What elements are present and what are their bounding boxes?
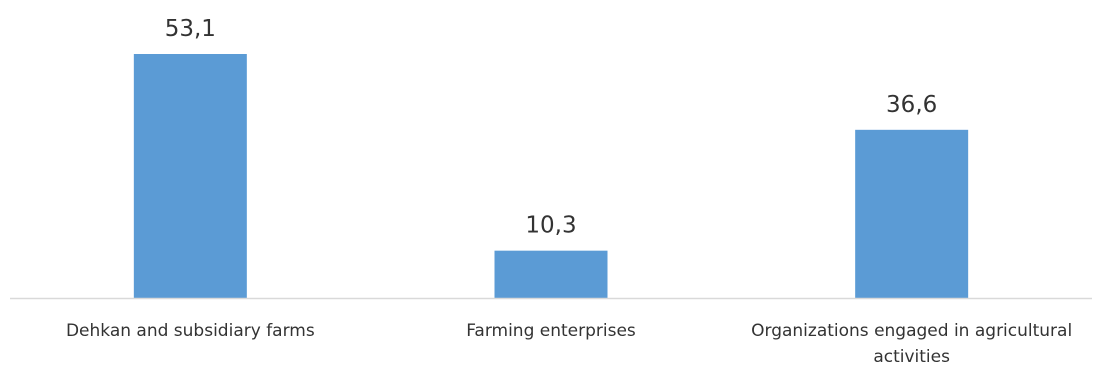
bars-group (133, 54, 969, 298)
bar-1 (133, 54, 247, 298)
category-label-3: Organizations engaged in agricultural act… (751, 321, 1072, 367)
value-label-1: 53,1 (165, 16, 216, 42)
value-labels-group: 53,1 10,3 36,6 (165, 16, 938, 239)
value-label-2: 10,3 (525, 213, 576, 239)
category-label-1: Dehkan and subsidiary farms (66, 321, 315, 341)
bar-2 (494, 250, 608, 298)
value-label-3: 36,6 (886, 92, 937, 118)
category-label-2: Farming enterprises (466, 321, 636, 341)
category-labels-group: Dehkan and subsidiary farms Farming enter… (66, 321, 1072, 367)
bar-3 (855, 129, 969, 298)
